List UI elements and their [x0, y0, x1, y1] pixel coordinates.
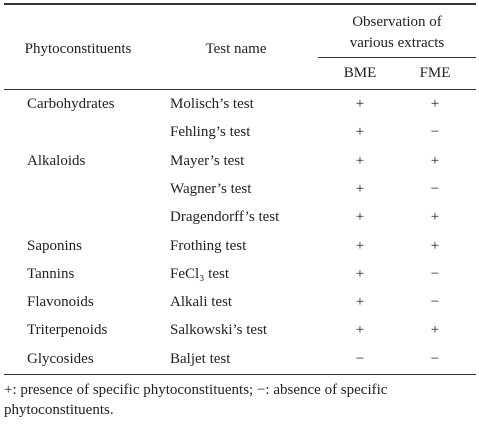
bme-result: + [355, 124, 365, 141]
bme-result: − [355, 350, 365, 367]
bme-result: + [355, 322, 365, 339]
header-cell: various extracts [349, 35, 445, 51]
footnote: +: presence of specific phytoconstituent… [4, 382, 388, 398]
fme-result: − [430, 350, 440, 367]
top-rule [4, 3, 476, 5]
test-name: Mayer’s test [170, 152, 245, 169]
header-cell: FME [419, 65, 451, 81]
bme-result: + [355, 209, 365, 226]
fme-result: + [430, 209, 440, 226]
bme-result: + [355, 265, 365, 282]
bme-result: + [355, 96, 365, 112]
test-name: Molisch’s test [170, 96, 254, 112]
group-name: Alkaloids [27, 152, 86, 169]
header-cell: Phytoconstituents [24, 41, 132, 57]
header-rule [4, 89, 476, 90]
header-cell: BME [343, 65, 377, 81]
fme-result: + [430, 322, 440, 339]
footnote: phytoconstituents. [4, 402, 114, 418]
test-name: Dragendorff’s test [170, 209, 280, 226]
group-name: Triterpenoids [27, 322, 108, 339]
test-name: Alkali test [170, 294, 233, 311]
header-cell: Test name [205, 41, 267, 57]
bme-result: + [355, 180, 365, 197]
fme-result: + [430, 152, 440, 169]
bottom-rule [4, 374, 476, 375]
test-name: FeCl₃ test [170, 265, 229, 282]
group-name: Carbohydrates [27, 96, 115, 112]
bme-result: + [355, 237, 365, 254]
test-name: Wagner’s test [170, 180, 252, 197]
group-name: Saponins [27, 237, 83, 254]
bme-result: + [355, 294, 365, 311]
fme-result: + [430, 237, 440, 254]
fme-result: + [430, 96, 440, 112]
fme-result: − [430, 180, 440, 197]
group-name: Glycosides [27, 350, 94, 367]
test-name: Baljet test [170, 350, 231, 367]
group-name: Tannins [27, 265, 75, 282]
bme-result: + [355, 152, 365, 169]
fme-result: − [430, 294, 440, 311]
test-name: Fehling’s test [170, 124, 251, 141]
group-rule [318, 57, 476, 58]
fme-result: − [430, 124, 440, 141]
test-name: Frothing test [170, 237, 247, 254]
test-name: Salkowski’s test [170, 322, 268, 339]
fme-result: − [430, 265, 440, 282]
group-name: Flavonoids [27, 294, 94, 311]
header-cell: Observation of [352, 14, 442, 30]
